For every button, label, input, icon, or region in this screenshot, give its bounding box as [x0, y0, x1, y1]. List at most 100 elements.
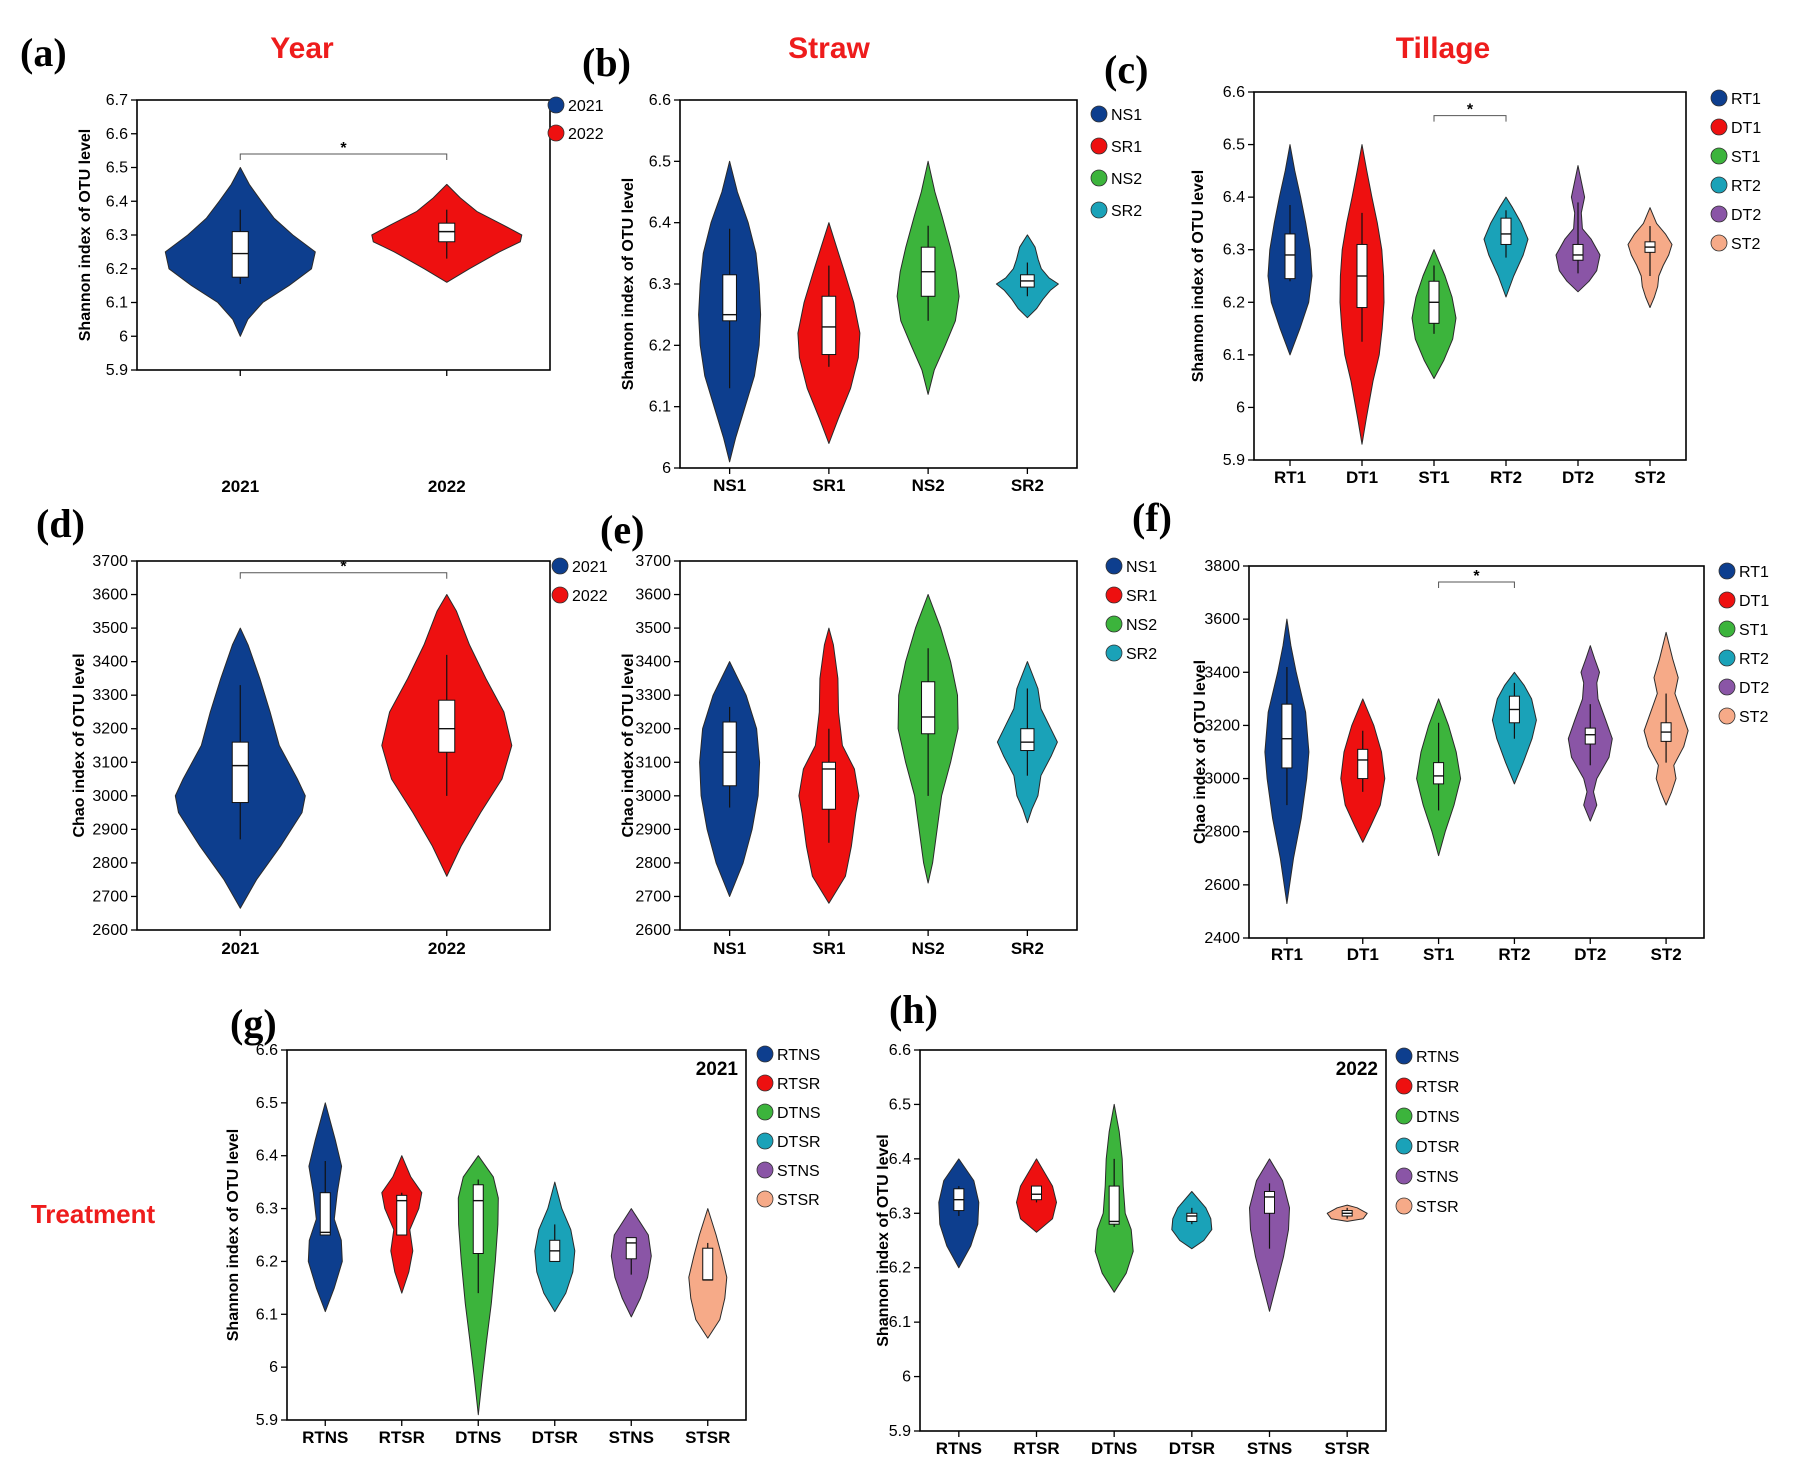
y-tick-label: 6.6 — [256, 1042, 278, 1059]
y-tick-label: 3300 — [92, 687, 128, 704]
y-tick-label: 6.6 — [106, 126, 128, 143]
y-tick-label: 6.3 — [649, 276, 671, 293]
x-tick-label: NS1 — [713, 476, 746, 495]
y-tick-label: 5.9 — [106, 362, 128, 379]
y-tick-label: 6.3 — [106, 227, 128, 244]
legend-marker — [756, 1161, 774, 1179]
y-tick-label: 6.1 — [1223, 347, 1245, 364]
y-tick-label: 2600 — [92, 922, 128, 939]
y-axis-title: Chao index of OTU level — [620, 653, 637, 837]
y-tick-label: 3500 — [92, 620, 128, 637]
y-tick-label: 3100 — [92, 754, 128, 771]
y-tick-label: 3500 — [635, 620, 671, 637]
legend-marker — [1395, 1137, 1413, 1155]
y-tick-label: 6.1 — [106, 295, 128, 312]
box-2022 — [438, 699, 456, 753]
plot-frame — [286, 1049, 747, 1421]
legend-marker — [756, 1132, 774, 1150]
legend-label: SR2 — [1111, 203, 1142, 220]
box-SR1 — [821, 295, 837, 356]
box-DTSR — [1186, 1212, 1198, 1222]
y-tick-label: 6.3 — [889, 1205, 911, 1222]
legend-marker — [1395, 1047, 1413, 1065]
panel-c: (c) 5.9 6 6.1 6.2 6.3 6.4 6.5 6.6 Shannon index o… — [1104, 47, 1761, 487]
legend-marker — [1718, 678, 1736, 696]
x-tick-label: SR1 — [812, 476, 845, 495]
y-tick-label: 3400 — [92, 654, 128, 671]
panel-letter: (c) — [1104, 47, 1148, 92]
legend-marker — [1710, 205, 1728, 223]
x-tick-label: RTSR — [379, 1428, 425, 1447]
panel-letter: (f) — [1132, 495, 1172, 540]
legend-label: SR1 — [1126, 588, 1157, 605]
y-tick-label: 6.7 — [106, 92, 128, 109]
x-tick-label: ST2 — [1650, 945, 1681, 964]
heading-year: Year — [270, 32, 334, 65]
x-tick-label: NS1 — [713, 939, 746, 958]
box-SR1 — [821, 761, 836, 810]
box-STSR — [702, 1247, 714, 1281]
y-tick-label: 6 — [119, 328, 128, 345]
box-2022 — [438, 222, 456, 243]
y-tick-label: 6 — [269, 1359, 278, 1376]
y-tick-label: 3400 — [635, 654, 671, 671]
y-axis-title: Shannon index of OTU level — [875, 1134, 892, 1346]
legend-marker — [1710, 118, 1728, 136]
y-tick-label: 6.5 — [649, 153, 671, 170]
y-tick-label: 6.4 — [649, 215, 671, 232]
legend-label: RT1 — [1731, 91, 1761, 108]
x-tick-label: DTNS — [1091, 1439, 1137, 1458]
y-tick-label: 2700 — [635, 888, 671, 905]
y-tick-label: 2800 — [92, 855, 128, 872]
y-tick-label: 3000 — [635, 788, 671, 805]
box-RT1 — [1284, 233, 1296, 280]
y-tick-label: 6.1 — [649, 399, 671, 416]
legend-marker — [1710, 176, 1728, 194]
y-tick-label: 2900 — [92, 821, 128, 838]
y-tick-label: 6.5 — [256, 1095, 278, 1112]
box-NS2 — [921, 681, 936, 735]
x-tick-label: STNS — [1247, 1439, 1292, 1458]
legend-label: RT1 — [1739, 564, 1769, 581]
legend-label: STSR — [1416, 1199, 1459, 1216]
legend-label: DTSR — [777, 1134, 821, 1151]
legend-marker — [1718, 649, 1736, 667]
x-tick-label: RT2 — [1490, 468, 1522, 487]
y-tick-label: 6.5 — [106, 160, 128, 177]
y-axis-title: Shannon index of OTU level — [620, 178, 637, 390]
y-tick-label: 6.6 — [649, 92, 671, 109]
y-tick-label: 3000 — [92, 788, 128, 805]
plot-frame — [1248, 565, 1705, 939]
y-tick-label: 6.6 — [1223, 84, 1245, 101]
y-tick-label: 6.4 — [889, 1151, 911, 1168]
y-tick-label: 6 — [902, 1369, 911, 1386]
panel-f: (f) 2400 2600 2800 3000 3200 3400 3600 3800 Chao … — [1132, 495, 1769, 964]
y-tick-label: 6.4 — [256, 1148, 278, 1165]
y-tick-label: 2600 — [635, 922, 671, 939]
y-tick-label: 3800 — [1204, 558, 1240, 575]
legend-marker — [1718, 591, 1736, 609]
legend-marker — [1105, 557, 1123, 575]
significance-bracket — [239, 153, 448, 160]
box-DTNS — [472, 1184, 484, 1255]
legend-label: ST1 — [1731, 149, 1760, 166]
legend-marker — [1090, 201, 1108, 219]
legend-label: RTSR — [777, 1076, 820, 1093]
y-tick-label: 3700 — [92, 553, 128, 570]
legend-label: DT2 — [1731, 207, 1761, 224]
x-tick-label: RT2 — [1498, 945, 1530, 964]
x-tick-label: DT2 — [1562, 468, 1594, 487]
x-tick-label: 2022 — [428, 477, 466, 496]
heading-tillage: Tillage — [1396, 32, 1490, 65]
legend-marker — [1395, 1107, 1413, 1125]
legend-marker — [756, 1045, 774, 1063]
legend-label: RT2 — [1731, 178, 1761, 195]
legend-marker — [756, 1103, 774, 1121]
y-tick-label: 3400 — [1204, 664, 1240, 681]
panel-letter: (g) — [230, 1001, 277, 1046]
legend-label: DT2 — [1739, 680, 1769, 697]
legend-label: RTSR — [1416, 1079, 1459, 1096]
y-tick-label: 6.2 — [649, 337, 671, 354]
y-tick-label: 2600 — [1204, 877, 1240, 894]
y-tick-label: 6 — [662, 460, 671, 477]
